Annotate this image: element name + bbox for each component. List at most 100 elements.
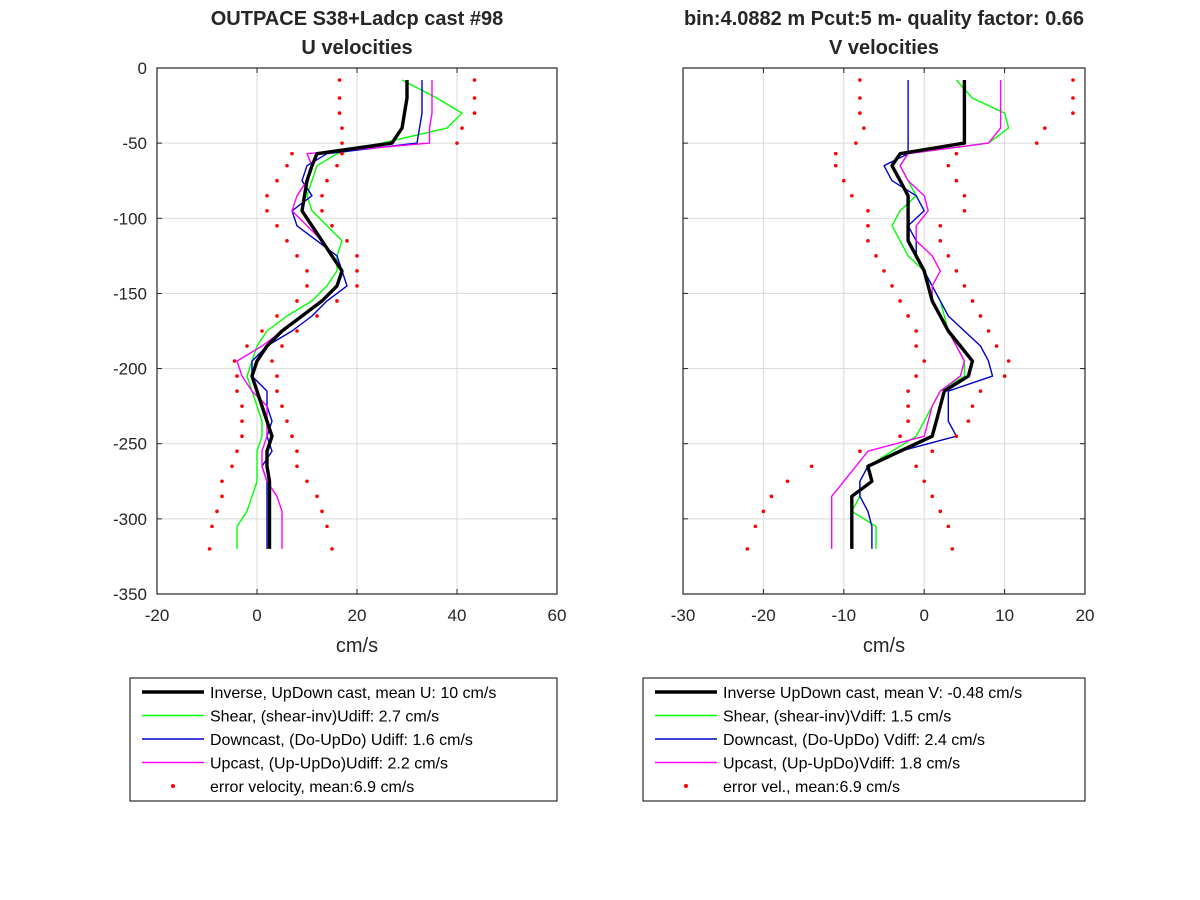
error-point xyxy=(1034,141,1039,145)
chart-suptitle: OUTPACE S38+Ladcp cast #98 xyxy=(211,8,504,30)
error-point xyxy=(809,464,814,469)
downcast-series-line xyxy=(251,80,423,549)
legend-label: Shear, (shear-inv)Vdiff: 1.5 cm/s xyxy=(723,709,951,726)
x-tick-label: 0 xyxy=(919,606,928,625)
error-point xyxy=(260,329,264,333)
error-point xyxy=(275,178,279,183)
error-point xyxy=(275,374,279,378)
error-point xyxy=(290,151,294,156)
error-point xyxy=(833,163,838,168)
error-point xyxy=(220,479,224,484)
error-point xyxy=(295,464,299,469)
error-point xyxy=(906,419,910,423)
error-point xyxy=(858,111,862,115)
error-point xyxy=(275,389,279,393)
error-point xyxy=(978,314,983,318)
legend-label: error vel., mean:6.9 cm/s xyxy=(723,779,900,796)
error-point xyxy=(1071,111,1075,115)
error-point xyxy=(340,126,344,130)
error-point xyxy=(858,96,862,100)
error-point xyxy=(290,434,294,439)
error-point xyxy=(906,404,910,408)
error-point xyxy=(994,344,999,348)
error-point xyxy=(882,269,886,273)
y-tick-label: -50 xyxy=(122,134,147,153)
error-point xyxy=(858,449,862,454)
error-point xyxy=(1071,96,1075,100)
x-tick-label: -10 xyxy=(832,606,857,625)
y-tick-label: -200 xyxy=(113,360,147,379)
error-point xyxy=(295,449,299,454)
error-point xyxy=(938,239,943,243)
x-tick-label: 20 xyxy=(348,606,367,625)
error-point xyxy=(320,509,324,514)
error-point xyxy=(866,239,870,243)
y-tick-label: -300 xyxy=(113,510,147,529)
error-point xyxy=(340,151,344,156)
u-velocity-panel: OUTPACE S38+Ladcp cast #98 U velocities -2… xyxy=(113,8,566,657)
error-point xyxy=(1071,78,1075,82)
v-velocity-panel: bin:4.0882 m Pcut:5 m- quality factor: 0… xyxy=(671,8,1095,657)
error-point xyxy=(460,126,464,130)
error-point xyxy=(890,284,894,288)
error-point xyxy=(355,254,359,258)
grid xyxy=(682,67,1086,595)
error-point xyxy=(1043,126,1047,130)
error-point xyxy=(337,111,342,115)
error-point xyxy=(753,524,758,529)
chart-title: U velocities xyxy=(301,37,412,59)
legend-label: error velocity, mean:6.9 cm/s xyxy=(210,779,414,796)
error-point xyxy=(922,479,926,484)
error-point xyxy=(270,359,274,363)
legend-label: Shear, (shear-inv)Udiff: 2.7 cm/s xyxy=(210,709,439,726)
error-point xyxy=(970,299,975,303)
chart-suptitle: bin:4.0882 m Pcut:5 m- quality factor: 0… xyxy=(684,8,1084,30)
error-point xyxy=(938,509,943,514)
error-point xyxy=(842,178,846,183)
error-point xyxy=(986,329,991,333)
error-point xyxy=(320,193,324,198)
error-point xyxy=(240,434,244,439)
y-tick-label: -150 xyxy=(113,284,147,303)
error-point xyxy=(966,419,971,423)
error-point xyxy=(230,464,234,469)
x-tick-label: 10 xyxy=(995,606,1014,625)
x-tick-label: 40 xyxy=(448,606,467,625)
legend-label: Upcast, (Up-UpDo)Vdiff: 1.8 cm/s xyxy=(723,756,960,773)
error-point xyxy=(472,96,477,100)
error-point xyxy=(295,299,299,303)
error-point xyxy=(337,96,342,100)
error-point xyxy=(295,254,299,258)
v-velocity-legend: Inverse UpDown cast, mean V: -0.48 cm/s S… xyxy=(642,677,1086,802)
error-point xyxy=(455,141,459,145)
error-point xyxy=(745,547,750,551)
legend-swatch-error xyxy=(171,784,175,788)
error-point xyxy=(914,374,918,378)
error-point xyxy=(858,78,862,82)
error-point xyxy=(232,359,237,363)
error-point xyxy=(265,208,269,213)
error-point xyxy=(337,78,342,82)
error-point xyxy=(235,389,239,393)
legend-label: Downcast, (Do-UpDo) Udiff: 1.6 cm/s xyxy=(210,732,473,749)
error-point xyxy=(785,479,790,484)
error-point xyxy=(850,193,854,198)
x-axis-label: cm/s xyxy=(336,635,378,657)
error-point xyxy=(335,163,339,168)
error-point xyxy=(970,404,975,408)
error-point xyxy=(220,494,224,499)
shear-series-line xyxy=(236,79,463,549)
x-tick-label: -20 xyxy=(751,606,776,625)
error-point xyxy=(275,224,279,228)
u-velocity-legend: Inverse, UpDown cast, mean U: 10 cm/s She… xyxy=(129,677,558,802)
error-point xyxy=(866,224,870,228)
error-point xyxy=(946,163,951,168)
y-tick-label: -350 xyxy=(113,585,147,604)
error-point xyxy=(914,344,918,348)
error-point xyxy=(215,509,219,514)
legend-label: Inverse, UpDown cast, mean U: 10 cm/s xyxy=(210,685,496,702)
error-point xyxy=(946,524,951,529)
x-tick-label: -20 xyxy=(145,606,170,625)
error-point xyxy=(938,224,943,228)
error-point xyxy=(954,178,959,183)
